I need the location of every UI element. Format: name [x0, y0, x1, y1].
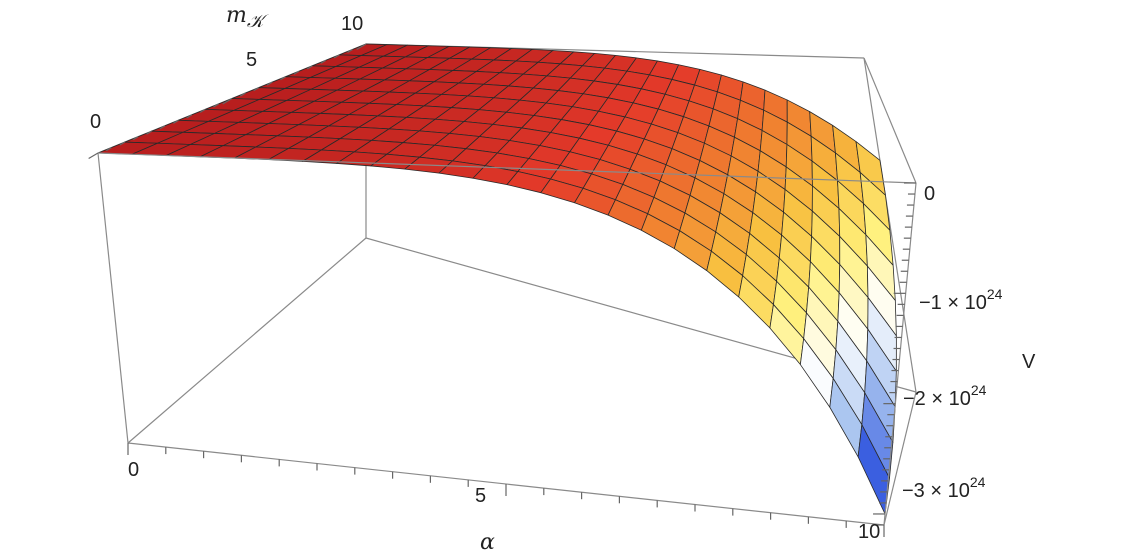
- y-tick: [159, 125, 166, 130]
- x-axis-label: α: [480, 530, 495, 555]
- y-tick: [333, 54, 340, 59]
- y-tick: [88, 152, 99, 160]
- box-edge: [863, 57, 917, 393]
- box-edge: [863, 57, 917, 184]
- y-tick: [222, 97, 233, 105]
- z-tick-label: −2 × 1024: [903, 382, 987, 410]
- y-tick-label: 10: [341, 13, 363, 35]
- y-tick: [266, 81, 273, 86]
- y-tick: [105, 147, 112, 152]
- z-tick-label: 0: [924, 183, 935, 205]
- y-tick: [306, 65, 313, 70]
- bounding-box-front: [97, 57, 917, 526]
- z-tick-label: −1 × 1024: [919, 286, 1003, 314]
- z-axis-label: V: [1022, 351, 1036, 373]
- y-tick: [356, 43, 367, 51]
- box-edge: [883, 391, 917, 526]
- y-axis-label: m𝒦: [226, 3, 269, 32]
- y-tick: [132, 136, 139, 141]
- y-tick: [146, 130, 152, 135]
- box-edge: [97, 152, 917, 184]
- y-tick: [186, 114, 193, 119]
- box-edge: [127, 237, 367, 444]
- y-tick: [172, 119, 179, 124]
- y-tick: [280, 76, 286, 81]
- surface: [97, 43, 897, 515]
- y-tick: [347, 48, 353, 53]
- y-tick: [239, 92, 246, 97]
- x-tick-label: 5: [475, 485, 486, 507]
- y-tick: [213, 103, 219, 108]
- y-tick: [293, 70, 300, 75]
- y-tick: [119, 141, 126, 146]
- y-tick: [253, 87, 260, 92]
- y-tick-label: 5: [246, 49, 257, 71]
- x-tick-label: 0: [128, 459, 139, 481]
- y-tick: [320, 59, 327, 64]
- y-tick: [199, 108, 206, 113]
- axis-ticks: [88, 43, 916, 537]
- box-edge: [97, 152, 129, 444]
- box-edge: [883, 182, 917, 526]
- z-tick-label: −3 × 1024: [902, 474, 986, 502]
- y-tick-label: 0: [90, 111, 101, 133]
- x-tick-label: 10: [858, 521, 880, 543]
